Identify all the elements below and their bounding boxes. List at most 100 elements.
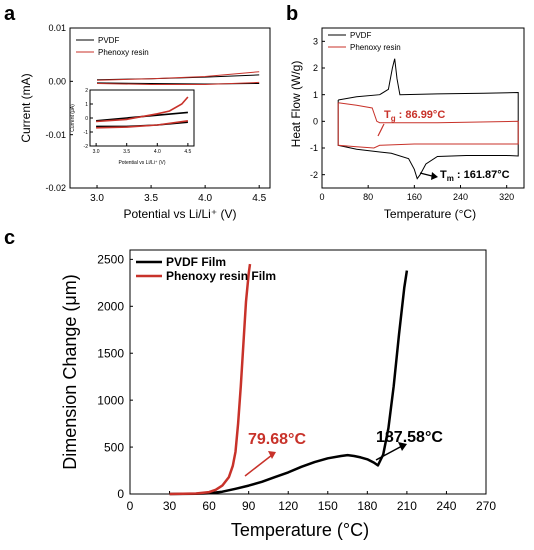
inset-cv-upper bbox=[96, 96, 189, 123]
y-tick-label: 1 bbox=[313, 90, 318, 100]
inset-x-axis-label: Potential vs Li/Li⁺ (V) bbox=[118, 160, 165, 166]
legend-label-phenoxy: Phenoxy resin bbox=[350, 43, 401, 52]
y-tick-label: 2500 bbox=[97, 253, 124, 267]
series-lines bbox=[169, 263, 409, 496]
x-tick-label: 240 bbox=[453, 192, 468, 202]
y-tick-label: 1000 bbox=[97, 393, 124, 407]
annotation-label-187: 187.58°C bbox=[376, 429, 443, 446]
legend-label-phenoxy: Phenoxy resin bbox=[98, 48, 149, 57]
arrow-79 bbox=[244, 454, 273, 477]
arrow-head-187 bbox=[398, 442, 407, 451]
y-tick-label: -0.02 bbox=[45, 183, 66, 193]
tma-line bbox=[169, 263, 252, 496]
x-tick-label: 320 bbox=[499, 192, 514, 202]
y-tick-label: 2000 bbox=[97, 300, 124, 314]
cv-line-lower bbox=[96, 81, 260, 85]
tma-line bbox=[169, 270, 409, 496]
dsc-line bbox=[337, 58, 519, 180]
tg-label: Tg : 86.99°C bbox=[384, 109, 445, 123]
panel-label-a: a bbox=[4, 3, 16, 25]
panel-b: b Heat Flow (W/g) Temperature (°C) 0 80 16… bbox=[286, 3, 525, 221]
tm-main: T bbox=[440, 169, 447, 181]
x-tick-label: 3.0 bbox=[93, 149, 100, 155]
panel-label-b: b bbox=[286, 3, 298, 25]
x-tick-label: 120 bbox=[278, 499, 298, 513]
y-tick-label: 500 bbox=[104, 440, 124, 454]
x-tick-label: 3.0 bbox=[90, 193, 104, 204]
x-tick-label: 3.5 bbox=[123, 149, 130, 155]
tg-arrow bbox=[377, 123, 385, 137]
inset-y-tick-labels: 2 1 0 -1 -2 bbox=[84, 88, 93, 150]
x-tick-labels: 0 30 60 90 120 150 180 210 240 270 bbox=[127, 491, 496, 513]
y-axis-label: Dimension Change (μm) bbox=[60, 274, 80, 469]
arrow-head-79 bbox=[268, 451, 276, 459]
y-tick-label: 3 bbox=[313, 36, 318, 46]
inset-y-axis-label: Current (μA) bbox=[70, 104, 76, 132]
y-tick-label: 1 bbox=[85, 102, 88, 108]
tg-annotation: Tg : 86.99°C bbox=[377, 109, 445, 137]
y-tick-labels: 3 2 1 0 -1 -2 bbox=[310, 36, 325, 180]
x-axis-label: Temperature (°C) bbox=[231, 520, 369, 540]
y-tick-label: -1 bbox=[310, 143, 318, 153]
tm-annotation: Tm : 161.87°C bbox=[419, 169, 510, 183]
x-tick-label: 60 bbox=[202, 499, 216, 513]
annotation-187: 187.58°C bbox=[375, 429, 443, 461]
series-lines bbox=[337, 58, 519, 180]
x-tick-label: 0 bbox=[127, 499, 134, 513]
tg-sub: g bbox=[391, 114, 396, 123]
x-tick-label: 90 bbox=[242, 499, 256, 513]
x-tick-label: 0 bbox=[319, 192, 324, 202]
inset-frame bbox=[89, 89, 195, 147]
y-tick-label: 0 bbox=[85, 116, 88, 122]
inset-cv-lower bbox=[96, 120, 189, 129]
x-tick-label: 270 bbox=[476, 499, 496, 513]
y-tick-label: 2 bbox=[85, 88, 88, 94]
x-tick-label: 30 bbox=[163, 499, 177, 513]
legend-label-phenoxy-film: Phenoxy resin Film bbox=[166, 269, 276, 283]
legend: PVDF Film Phenoxy resin Film bbox=[136, 255, 276, 283]
x-tick-label: 180 bbox=[357, 499, 377, 513]
plot-frame bbox=[321, 27, 525, 189]
annotation-label-79: 79.68°C bbox=[248, 431, 306, 448]
x-tick-label: 3.5 bbox=[144, 193, 158, 204]
y-tick-label: 1500 bbox=[97, 346, 124, 360]
x-axis-label: Potential vs Li/Li⁺ (V) bbox=[123, 207, 236, 221]
x-tick-label: 240 bbox=[436, 499, 456, 513]
x-tick-label: 4.5 bbox=[184, 149, 191, 155]
x-tick-label: 160 bbox=[407, 192, 422, 202]
arrow-187 bbox=[375, 445, 403, 461]
inset-plot: Current (μA) Potential vs Li/Li⁺ (V) 3.0… bbox=[70, 88, 195, 166]
plot-frame bbox=[129, 249, 487, 495]
x-tick-label: 4.5 bbox=[252, 193, 266, 204]
x-axis-label: Temperature (°C) bbox=[384, 207, 476, 221]
y-tick-label: 0.01 bbox=[48, 23, 66, 33]
x-tick-label: 4.0 bbox=[154, 149, 161, 155]
y-tick-label: 0 bbox=[117, 487, 124, 501]
tm-arrow bbox=[419, 172, 433, 177]
y-tick-labels: 0 500 1000 1500 2000 2500 bbox=[97, 253, 133, 501]
panel-c: c Dimension Change (μm) Temperature (°C)… bbox=[4, 227, 496, 540]
tm-value: : 161.87°C bbox=[454, 169, 510, 181]
plot-frame bbox=[69, 27, 271, 189]
tg-main: T bbox=[384, 109, 391, 121]
panel-label-c: c bbox=[4, 227, 15, 249]
tg-value: : 86.99°C bbox=[396, 109, 446, 121]
tm-sub: m bbox=[447, 174, 454, 183]
legend: PVDF Phenoxy resin bbox=[76, 36, 149, 57]
legend: PVDF Phenoxy resin bbox=[328, 31, 401, 52]
y-axis-label: Current (mA) bbox=[19, 73, 33, 142]
y-tick-label: 2 bbox=[313, 63, 318, 73]
panel-a: a Current (mA) Potential vs Li/Li⁺ (V) 3… bbox=[4, 3, 271, 221]
x-tick-label: 210 bbox=[397, 499, 417, 513]
legend-label-pvdf: PVDF bbox=[350, 31, 371, 40]
tm-label: Tm : 161.87°C bbox=[440, 169, 510, 183]
inset-x-tick-labels: 3.0 3.5 4.0 4.5 bbox=[93, 143, 192, 155]
x-tick-label: 80 bbox=[363, 192, 373, 202]
legend-label-pvdf-film: PVDF Film bbox=[166, 255, 226, 269]
y-tick-label: -0.01 bbox=[45, 130, 66, 140]
y-tick-label: 0 bbox=[313, 116, 318, 126]
x-axis-label-text: Potential vs Li/Li⁺ (V) bbox=[123, 207, 236, 221]
annotation-79: 79.68°C bbox=[244, 431, 306, 477]
x-tick-label: 150 bbox=[318, 499, 338, 513]
